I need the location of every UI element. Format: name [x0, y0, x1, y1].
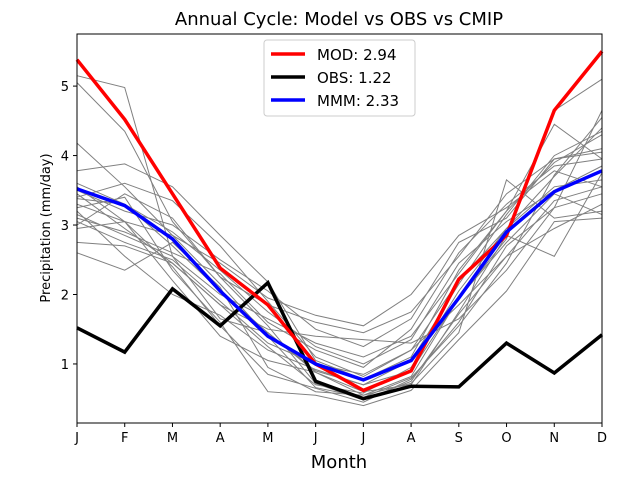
ensemble-line-1	[76, 75, 603, 396]
ensemble-line-18	[76, 127, 603, 378]
y-axis: 1 2 3 4 5	[61, 80, 77, 373]
y-axis-label: Precipitation (mm/day)	[39, 153, 54, 302]
x-tick-label: N	[549, 431, 559, 446]
legend-label-mod: MOD: 2.94	[317, 46, 397, 64]
x-tick-label: M	[262, 431, 273, 446]
ensemble-lines	[76, 75, 603, 407]
x-axis-label: Month	[311, 452, 367, 473]
ensemble-line-13	[76, 151, 603, 334]
chart-title: Annual Cycle: Model vs OBS vs CMIP	[175, 9, 503, 30]
ensemble-line-20	[76, 158, 603, 368]
legend-label-obs: OBS: 1.22	[317, 69, 392, 87]
series-line-mod	[75, 50, 604, 393]
x-tick-label: M	[167, 431, 178, 446]
x-tick-label: A	[216, 431, 225, 446]
x-tick-label: A	[407, 431, 416, 446]
x-tick-label: F	[121, 431, 128, 446]
x-tick-label: S	[455, 431, 463, 446]
ensemble-line-10	[76, 196, 603, 407]
y-tick-label: 5	[61, 80, 69, 95]
series-lines	[75, 50, 604, 401]
ensemble-line-7	[76, 179, 603, 394]
x-tick-label: J	[360, 431, 365, 446]
y-tick-label: 4	[61, 150, 69, 165]
ensemble-line-15	[76, 179, 603, 396]
y-tick-label: 2	[61, 288, 69, 303]
x-tick-label: D	[597, 431, 607, 446]
y-tick-label: 3	[61, 219, 69, 234]
x-tick-label: J	[313, 431, 318, 446]
ensemble-line-11	[76, 123, 603, 358]
ensemble-line-17	[76, 110, 603, 403]
y-tick-label: 1	[61, 358, 69, 373]
plot-frame	[76, 33, 603, 424]
legend: MOD: 2.94 OBS: 1.22 MMM: 2.33	[263, 39, 416, 117]
x-tick-label: O	[501, 431, 511, 446]
series-line-mmm	[76, 169, 603, 382]
series-line-obs	[76, 279, 604, 401]
ensemble-line-16	[76, 172, 603, 393]
legend-label-mmm: MMM: 2.33	[317, 92, 399, 110]
legend-box	[263, 39, 416, 117]
x-tick-label: J	[74, 431, 79, 446]
ensemble-line-12	[76, 203, 603, 375]
ensemble-line-14	[76, 193, 603, 344]
